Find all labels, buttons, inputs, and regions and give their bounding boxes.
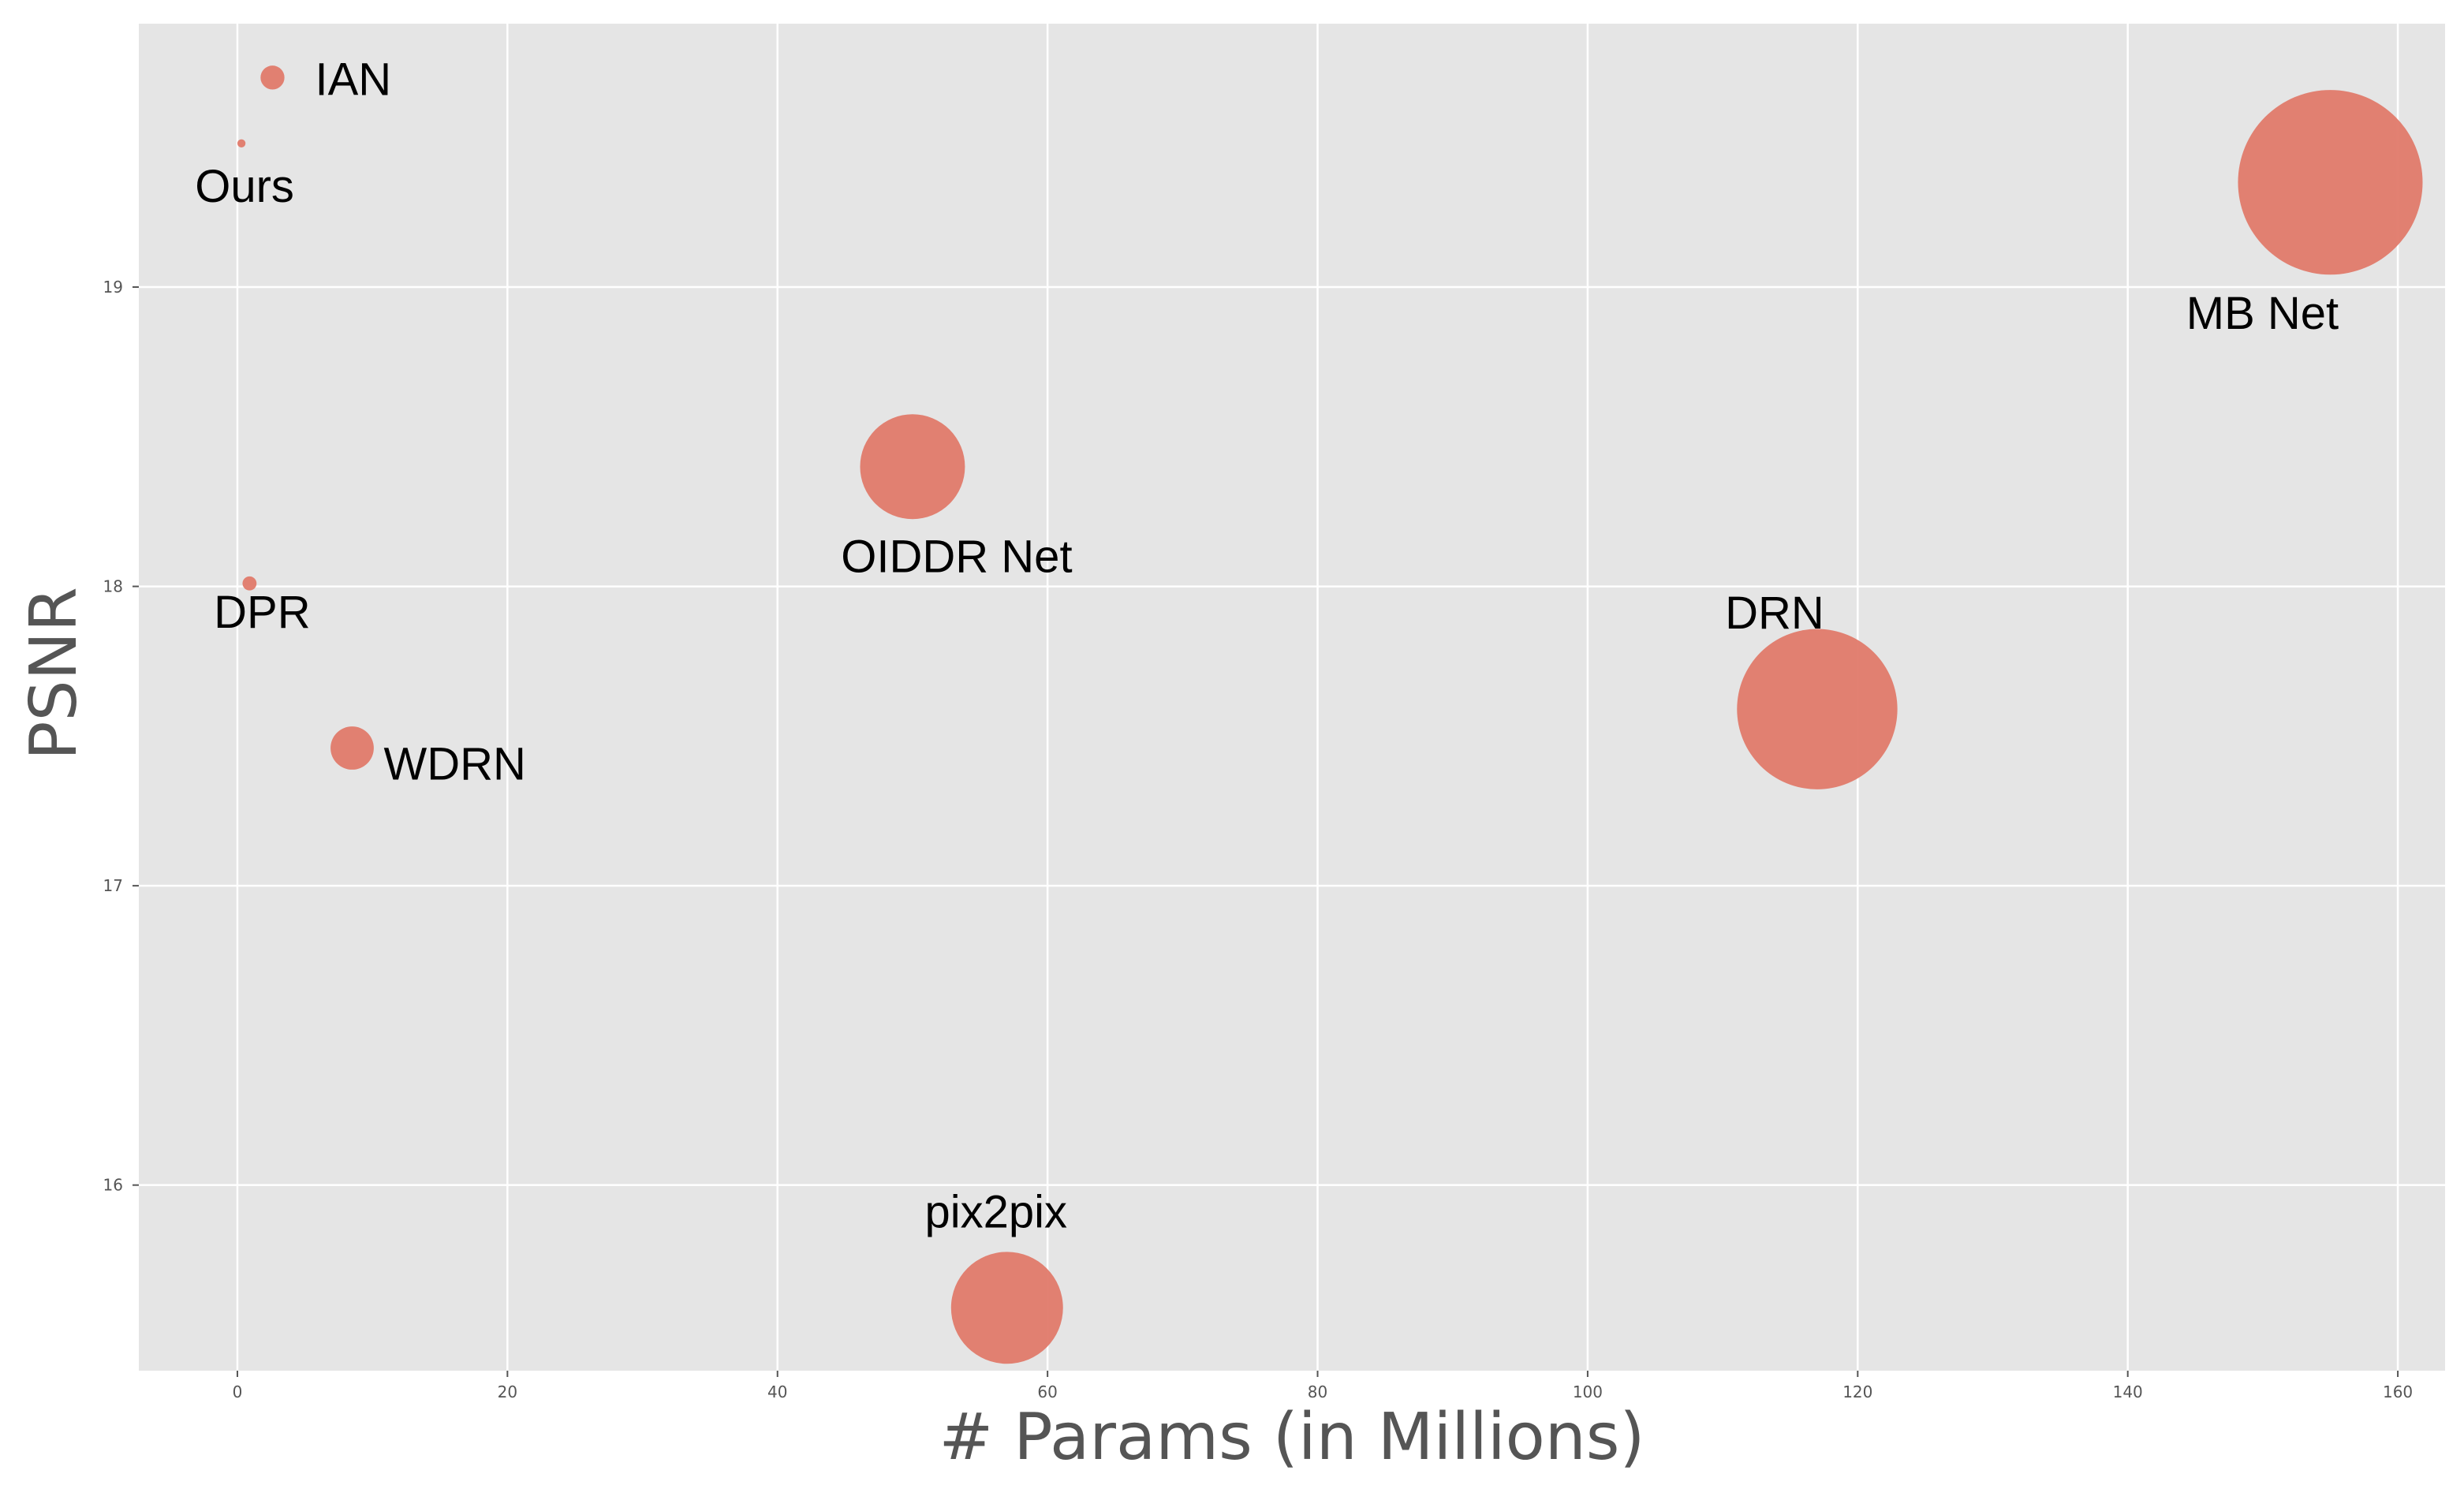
label-ian: IAN [315,54,391,105]
x-axis-title: # Params (in Millions) [939,1400,1645,1475]
label-dpr: DPR [214,587,310,638]
label-drn: DRN [1725,588,1824,639]
gridlines [139,24,2445,1371]
label-ours: Ours [195,161,294,212]
point-wdrn [330,726,374,770]
point-drn [1737,629,1898,789]
plot-area [139,24,2445,1371]
x-tick-label: 160 [2383,1382,2413,1401]
x-tick-label: 20 [498,1382,517,1401]
label-wdrn: WDRN [383,739,525,790]
y-tick-label: 18 [103,577,123,596]
x-tick-label: 100 [1573,1382,1603,1401]
x-tick-label: 80 [1308,1382,1327,1401]
x-tick-label: 140 [2113,1382,2143,1401]
point-mb-net [2238,90,2423,275]
x-tick-label: 0 [233,1382,243,1401]
x-tick-label: 40 [767,1382,787,1401]
label-mb-net: MB Net [2186,288,2339,339]
point-pix2pix [950,1252,1063,1364]
label-pix2pix: pix2pix [925,1186,1068,1237]
point-labels: IAN Ours DPR WDRN OIDDR Net pix2pix DRN MB Net [195,54,2339,1237]
point-oiddr-net [860,414,965,520]
y-tick-label: 17 [103,876,123,895]
y-axis-title: PSNR [17,587,91,760]
label-oiddr-net: OIDDR Net [841,532,1072,583]
y-tick-label: 16 [103,1176,123,1195]
x-tick-label: 120 [1842,1382,1872,1401]
x-tick-label: 60 [1037,1382,1057,1401]
data-points [237,65,2423,1364]
point-dpr [242,576,257,591]
y-tick-label: 19 [103,278,123,297]
point-ian [260,65,285,90]
point-ours [237,139,246,147]
tick-labels: 0 20 40 60 80 100 120 140 160 16 17 18 19 [103,278,2414,1401]
